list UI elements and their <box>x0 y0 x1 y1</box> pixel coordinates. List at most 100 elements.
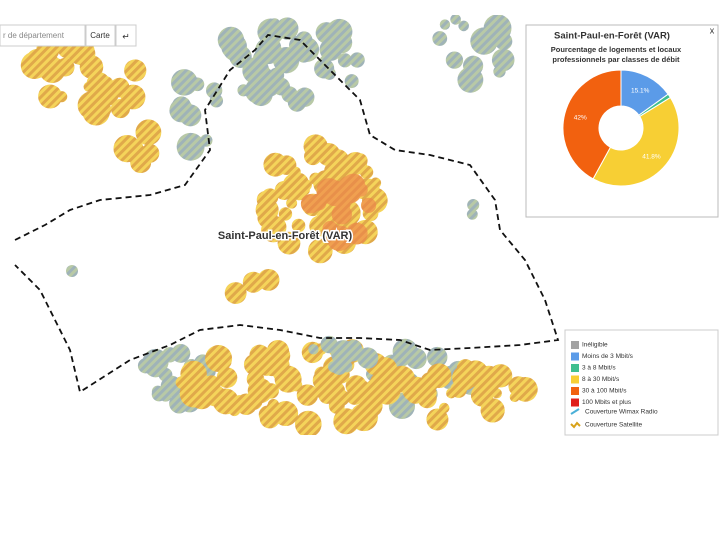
coverage-area <box>263 383 279 399</box>
coverage-area <box>458 20 469 32</box>
coverage-area <box>466 208 478 220</box>
legend-label: Moins de 3 Mbit/s <box>582 353 634 360</box>
legend-label: Inéligible <box>582 342 608 349</box>
popup: x Saint-Paul-en-Forêt (VAR) Pourcentage … <box>525 24 719 218</box>
coverage-area <box>304 147 322 166</box>
legend-swatch <box>571 387 579 395</box>
coverage-area <box>55 57 75 77</box>
legend-swatch <box>571 375 579 384</box>
coverage-area <box>272 46 300 74</box>
coverage-area <box>249 344 270 366</box>
coverage-layer <box>20 15 538 435</box>
close-button[interactable]: x <box>710 25 715 35</box>
coverage-area <box>308 344 319 355</box>
coverage-area <box>508 376 529 397</box>
map-button-label: Carte <box>90 31 110 40</box>
coverage-area <box>323 67 336 80</box>
coverage-area <box>337 53 353 68</box>
legend-label: Couverture Wimax Radio <box>585 409 658 416</box>
search-input[interactable] <box>0 24 86 47</box>
coverage-area <box>491 388 502 399</box>
coverage-area <box>277 231 301 255</box>
coverage-area <box>445 51 464 69</box>
donut-slice <box>562 69 622 180</box>
coverage-area <box>300 179 312 191</box>
coverage-area <box>345 222 368 245</box>
coverage-area <box>467 198 480 212</box>
coverage-area <box>344 74 359 89</box>
coverage-area <box>83 81 94 92</box>
coverage-area <box>259 361 274 376</box>
slice-label: 15.1% <box>631 87 650 94</box>
coverage-area <box>417 388 437 409</box>
coverage-area <box>333 408 360 435</box>
coverage-area <box>457 66 484 93</box>
legend: Inéligible Moins de 3 Mbit/s 3 à 8 Mbit/s 8… <box>564 329 719 436</box>
coverage-area <box>256 72 281 97</box>
coverage-area <box>276 17 299 40</box>
donut-chart: 15.1% 41.8% 42% <box>562 69 680 187</box>
search-placeholder: r de département <box>3 31 65 40</box>
legend-label: 3 à 8 Mbit/s <box>582 365 616 372</box>
coverage-area <box>246 370 265 389</box>
coverage-area <box>237 84 250 97</box>
coverage-area <box>27 50 55 78</box>
coverage-area <box>209 94 224 108</box>
coverage-area <box>426 346 448 368</box>
coverage-area <box>487 405 501 420</box>
coverage-area <box>494 32 513 51</box>
coverage-area <box>372 197 387 211</box>
coverage-area <box>291 218 306 233</box>
coverage-area <box>124 59 147 82</box>
coverage-area <box>274 365 302 393</box>
coverage-area <box>224 282 247 304</box>
coverage-area <box>135 119 162 146</box>
coverage-area <box>151 385 164 398</box>
coverage-area <box>199 375 212 389</box>
slice-label: 42% <box>574 114 587 121</box>
coverage-area <box>491 48 515 72</box>
coverage-area <box>300 194 321 214</box>
map-button[interactable] <box>85 24 116 47</box>
legend-label: 100 Mbits et plus <box>582 399 632 406</box>
coverage-area <box>176 132 205 161</box>
coverage-area <box>232 395 248 411</box>
coverage-area <box>286 197 298 209</box>
legend-label: 30 à 100 Mbit/s <box>582 388 627 395</box>
coverage-area <box>175 376 189 389</box>
legend-label: Couverture Satellite <box>585 422 642 429</box>
legend-swatch <box>571 341 579 349</box>
popup-title: Saint-Paul-en-Forêt (VAR) <box>554 31 670 42</box>
coverage-area <box>331 358 348 375</box>
coverage-area <box>439 19 451 30</box>
coverage-area <box>345 375 367 397</box>
place-label: Saint-Paul-en-Forêt (VAR) <box>218 230 353 242</box>
legend-panel <box>564 329 719 436</box>
coverage-area <box>204 384 226 407</box>
coverage-area <box>328 397 345 414</box>
coverage-area <box>450 15 461 25</box>
enter-button[interactable] <box>115 24 137 47</box>
coverage-area <box>263 152 288 177</box>
coverage-area <box>110 99 131 119</box>
coverage-area <box>261 218 286 243</box>
coverage-area <box>248 278 261 291</box>
coverage-area <box>274 181 294 200</box>
coverage-area <box>261 188 279 206</box>
coverage-area <box>420 372 440 392</box>
satellite-icon <box>570 421 581 429</box>
coverage-area <box>229 45 252 68</box>
coverage-area <box>438 402 450 414</box>
coverage-area <box>278 207 293 221</box>
coverage-area <box>333 31 349 46</box>
enter-icon: ↵ <box>122 31 130 41</box>
coverage-area <box>432 31 448 46</box>
coverage-area <box>82 97 110 126</box>
coverage-area <box>200 134 213 147</box>
coverage-area <box>38 84 63 109</box>
coverage-area <box>471 384 494 407</box>
coverage-area <box>331 204 352 225</box>
search-bar: r de département Carte ↵ <box>0 24 137 47</box>
coverage-area <box>307 238 333 264</box>
coverage-area <box>72 52 84 65</box>
